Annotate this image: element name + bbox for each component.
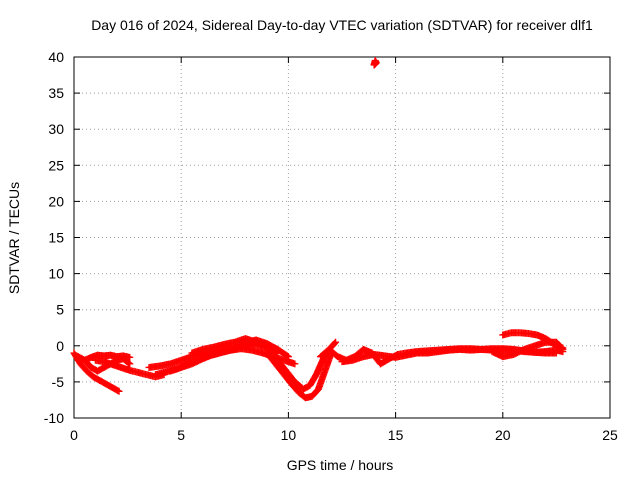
y-tick-label: 20 <box>48 193 64 209</box>
axis-ticks <box>73 56 611 419</box>
y-tick-label: 25 <box>48 157 64 173</box>
data-point <box>291 360 299 368</box>
series-track-j <box>274 338 340 393</box>
data-point <box>283 352 291 360</box>
data-point <box>552 349 560 357</box>
data-point <box>114 387 122 395</box>
x-axis-label: GPS time / hours <box>287 457 394 473</box>
y-tick-label: 15 <box>48 230 64 246</box>
y-tick-label: 0 <box>56 338 64 354</box>
x-tick-label: 10 <box>281 427 297 443</box>
y-tick-label: 5 <box>56 302 64 318</box>
series-track-n <box>488 338 567 361</box>
x-tick-label: 0 <box>70 427 78 443</box>
x-tick-label: 15 <box>388 427 404 443</box>
y-tick-label: 30 <box>48 121 64 137</box>
data-point <box>332 338 340 346</box>
data-point <box>115 387 123 395</box>
y-tick-label: 35 <box>48 85 64 101</box>
data-point <box>284 353 292 361</box>
y-tick-label: -10 <box>44 410 64 426</box>
x-axis-tick-labels: 0 5 10 15 20 25 <box>70 427 618 443</box>
x-tick-label: 5 <box>177 427 185 443</box>
data-points <box>70 57 567 402</box>
data-point <box>125 359 133 367</box>
grid-lines <box>74 57 610 418</box>
x-tick-label: 20 <box>495 427 511 443</box>
y-tick-label: -5 <box>52 374 65 390</box>
data-point <box>371 59 379 67</box>
data-point <box>274 345 282 353</box>
x-tick-label: 25 <box>602 427 618 443</box>
series-track-i <box>263 349 335 402</box>
series-track-a <box>70 349 123 395</box>
y-tick-label: 40 <box>48 49 64 65</box>
data-point <box>559 345 567 353</box>
series-track-h <box>188 335 282 357</box>
y-axis-tick-labels: -10 -5 0 5 10 15 20 25 30 35 40 <box>44 49 64 426</box>
y-tick-label: 10 <box>48 266 64 282</box>
data-point <box>126 360 134 368</box>
chart-title: Day 016 of 2024, Sidereal Day-to-day VTE… <box>91 17 593 33</box>
data-point <box>558 344 566 352</box>
data-point <box>126 353 134 361</box>
data-point <box>331 339 339 347</box>
y-axis-label: SDTVAR / TECUs <box>6 182 22 294</box>
series-outlier <box>370 57 380 69</box>
